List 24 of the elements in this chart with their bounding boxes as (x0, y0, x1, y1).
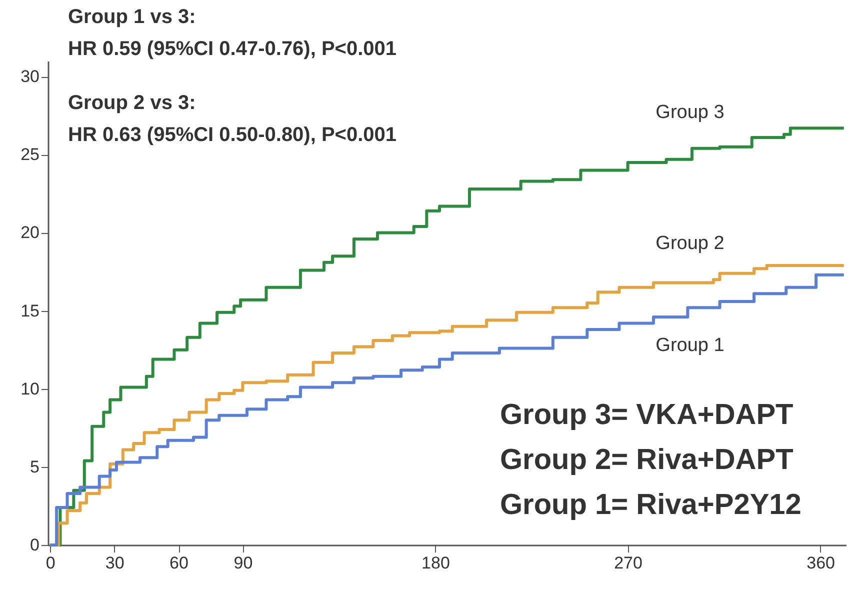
series-label: Group 1 (656, 335, 724, 356)
y-tick-label: 30 (20, 67, 40, 86)
annotation: Group 2 vs 3: (68, 92, 196, 114)
y-tick-label: 10 (20, 379, 40, 398)
x-tick-label: 30 (105, 554, 124, 572)
y-tick-label: 0 (30, 536, 40, 554)
series-label: Group 2 (656, 233, 724, 254)
text: HR 0.59 (95%CI 0.47-0.76), P<0.001 (68, 38, 397, 60)
y-tick-label: 5 (30, 457, 40, 476)
annotation: Group 3= VKA+DAPT (500, 399, 794, 431)
x-tick-label: 0 (46, 554, 56, 572)
text: Group 1 vs 3: (68, 6, 196, 28)
annotation: Group 2= Riva+DAPT (500, 444, 794, 476)
series-label: Group 3 (656, 102, 724, 123)
y-tick-label: 20 (20, 223, 40, 242)
y-tick-label: 15 (20, 301, 40, 320)
x-tick-label: 270 (614, 554, 642, 572)
x-tick-label: 60 (170, 554, 188, 572)
x-tick-label: 360 (806, 554, 836, 572)
annotation: Group 1= Riva+P2Y12 (500, 489, 802, 521)
x-tick-label: 90 (234, 554, 253, 572)
x-tick-label: 180 (422, 554, 450, 572)
y-tick-label: 25 (20, 145, 40, 164)
annotation: HR 0.63 (95%CI 0.50-0.80), P<0.001 (68, 124, 397, 146)
